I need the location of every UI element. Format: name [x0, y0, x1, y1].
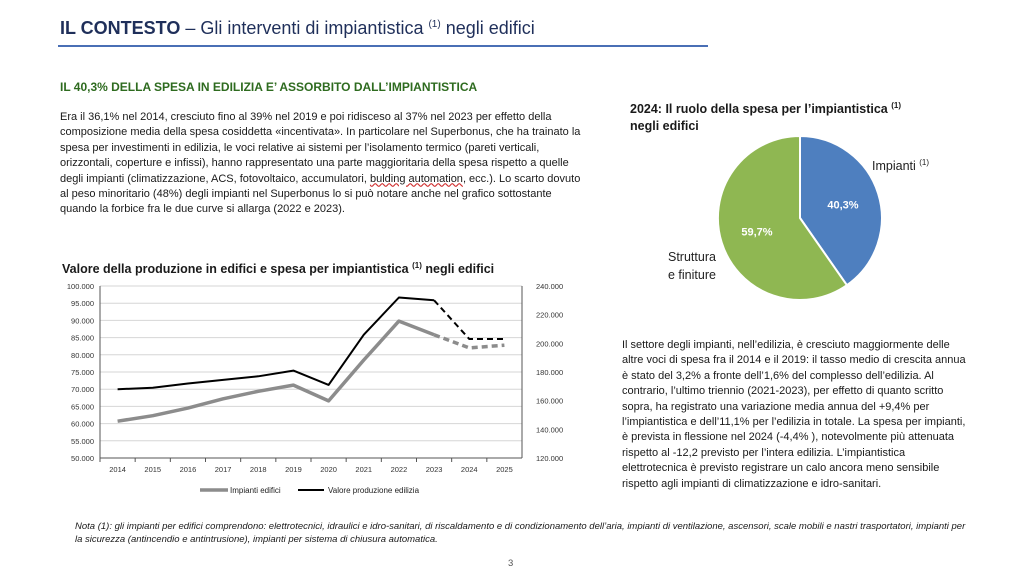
line-chart-title-tail: negli edifici [421, 262, 495, 277]
series-forecast-1 [433, 333, 505, 350]
line-chart-title-sup: (1) [412, 261, 422, 270]
pie-title-line2: negli edifici [630, 119, 699, 134]
x-tick-label: 2017 [215, 465, 232, 474]
pie-label-impianti: Impianti (1) [872, 158, 929, 173]
y-tick-right: 140.000 [536, 425, 563, 434]
y-tick-right: 120.000 [536, 454, 563, 463]
y-tick-left: 85.000 [71, 334, 94, 343]
pie-slice-2 [716, 134, 849, 301]
header-title-tail: negli edifici [440, 18, 535, 38]
legend-label-produzione: Valore produzione edilizia [328, 486, 420, 495]
x-tick-label: 2014 [109, 465, 126, 474]
x-tick-label: 2022 [391, 465, 408, 474]
x-tick-label: 2018 [250, 465, 267, 474]
intro-text-squiggle: bulding automation [369, 172, 463, 185]
x-tick-label: 2020 [320, 465, 337, 474]
y-tick-left: 90.000 [71, 316, 94, 325]
y-tick-left: 70.000 [71, 385, 94, 394]
legend-label-impianti: Impianti edifici [230, 486, 281, 495]
y-tick-left: 60.000 [71, 420, 94, 429]
x-tick-label: 2021 [355, 465, 372, 474]
pie-value-label-2: 59,7% [741, 227, 772, 239]
header-title-bold: IL CONTESTO [60, 18, 181, 38]
page-number: 3 [508, 558, 514, 569]
right-paragraph: Il settore degli impianti, nell’edilizia… [622, 339, 966, 490]
series-line-2 [117, 296, 435, 391]
y-tick-left: 55.000 [71, 437, 94, 446]
line-chart: 100.000 95.000 90.000 85.000 80.000 75.000 70.… [67, 282, 563, 495]
page-header: IL CONTESTO – Gli interventi di impianti… [60, 18, 535, 39]
y-tick-right: 160.000 [536, 397, 563, 406]
y-tick-right: 240.000 [536, 282, 563, 291]
intro-text-after: , ecc.). Lo scarto dovuto al peso minori… [60, 172, 581, 216]
y-tick-left: 95.000 [71, 299, 94, 308]
y-tick-left: 65.000 [71, 402, 94, 411]
pie-label-struttura-1: Struttura [668, 250, 716, 264]
y-tick-right: 220.000 [536, 311, 563, 320]
pie-value-label-1: 40,3% [827, 200, 858, 212]
y-tick-left: 100.000 [67, 282, 94, 291]
header-title-sup: (1) [428, 19, 441, 30]
line-chart-title: Valore della produzione in edifici e spe… [62, 261, 494, 276]
x-tick-label: 2024 [461, 465, 478, 474]
intro-text-before: Era il 36,1% nel 2014, cresciuto fino al… [60, 111, 581, 185]
y-tick-right: 180.000 [536, 368, 563, 377]
pie-title-text: 2024: Il ruolo della spesa per l’impiant… [630, 102, 892, 117]
section-title: IL 40,3% DELLA SPESA IN EDILIZIA E’ ASSO… [60, 80, 478, 94]
x-tick-label: 2019 [285, 465, 302, 474]
pie-label-impianti-sup: (1) [919, 158, 929, 167]
header-title-rest: – Gli interventi di impiantistica [180, 18, 429, 38]
y-tick-left: 80.000 [71, 351, 94, 360]
y-tick-left: 75.000 [71, 368, 94, 377]
header-rule [58, 45, 708, 47]
pie-chart: 40,3% 59,7% Impianti (1) Struttura e finitur… [668, 134, 929, 301]
intro-paragraph: Era il 36,1% nel 2014, cresciuto fino al… [60, 110, 590, 218]
x-tick-label: 2023 [426, 465, 443, 474]
series-line-1 [117, 319, 435, 423]
y-tick-right: 200.000 [536, 339, 563, 348]
pie-slice-1 [799, 134, 883, 287]
footnote: Nota (1): gli impianti per edifici compr… [75, 521, 966, 545]
pie-chart-title: 2024: Il ruolo della spesa per l’impiant… [630, 97, 930, 135]
pie-label-struttura-2: e finiture [668, 268, 716, 282]
x-tick-label: 2016 [180, 465, 197, 474]
x-tick-label: 2025 [496, 465, 513, 474]
series-forecast-2 [433, 299, 505, 340]
x-tick-label: 2015 [144, 465, 161, 474]
pie-title-sup: (1) [891, 101, 901, 110]
y-tick-left: 50.000 [71, 454, 94, 463]
line-chart-title-text: Valore della produzione in edifici e spe… [62, 262, 413, 277]
